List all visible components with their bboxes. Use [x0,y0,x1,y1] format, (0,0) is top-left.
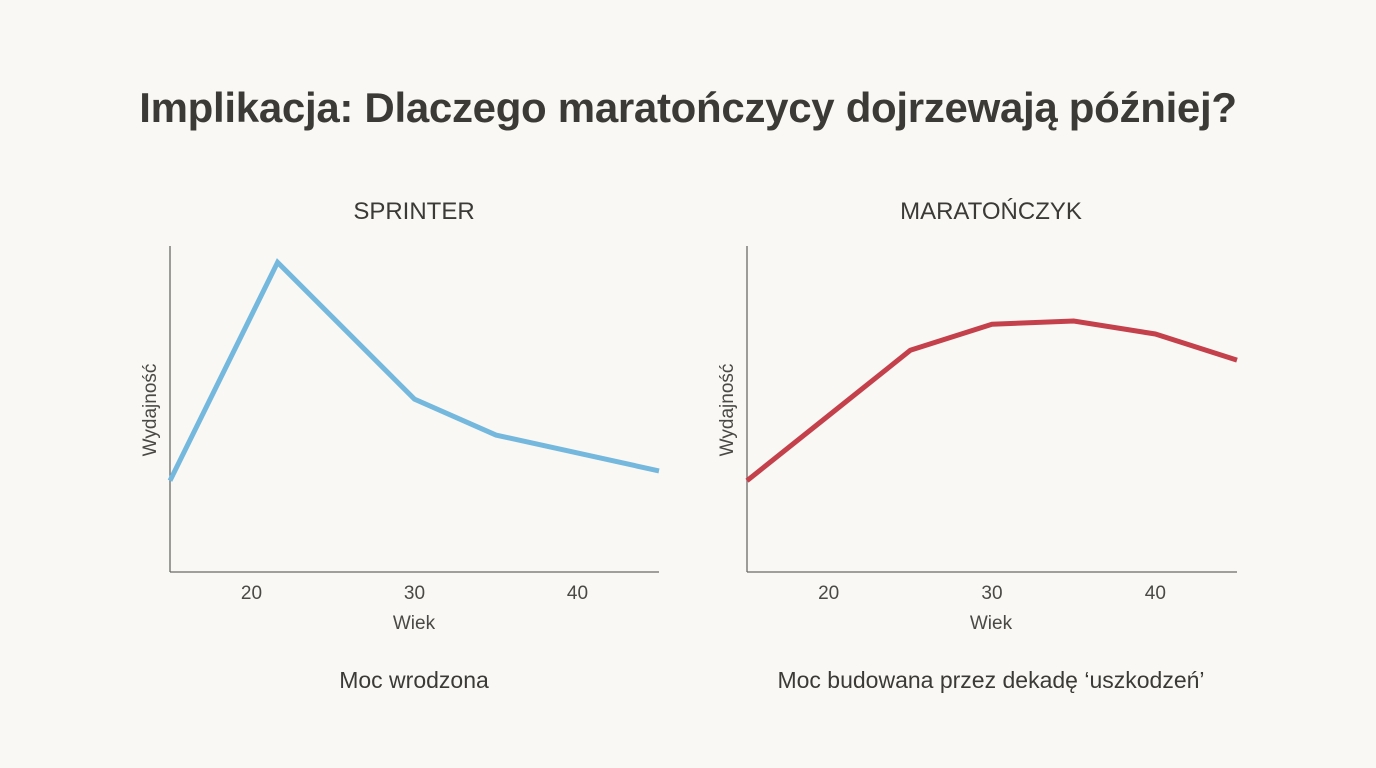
x-axis-label: Wiek [970,613,1013,634]
chart-caption: Moc wrodzona [339,667,489,693]
sprinter-chart: SPRINTER Wydajność Wiek Moc wrodzona 20 3… [140,198,660,693]
chart-title: SPRINTER [353,198,474,225]
x-tick-label-30: 30 [981,583,1002,604]
y-axis-label: Wydajność [717,364,738,457]
x-tick-label-40: 40 [1145,583,1166,604]
x-tick-label-40: 40 [567,583,588,604]
x-tick-labels: 20 30 40 [241,583,588,604]
maratonczyk-chart: MARATOŃCZYK Wydajność Wiek Moc budowana … [717,198,1238,693]
x-tick-label-30: 30 [404,583,425,604]
x-tick-label-20: 20 [818,583,839,604]
y-axis-label: Wydajność [140,364,161,457]
x-tick-label-20: 20 [241,583,262,604]
chart-caption: Moc budowana przez dekadę ‘uszkodzeń’ [777,667,1204,693]
series-line [167,258,660,482]
x-tick-labels: 20 30 40 [818,583,1166,604]
page-title: Implikacja: Dlaczego maratończycy dojrze… [139,84,1237,131]
x-axis-label: Wiek [393,613,436,634]
series-line [745,318,1238,483]
chart-title: MARATOŃCZYK [900,198,1082,225]
